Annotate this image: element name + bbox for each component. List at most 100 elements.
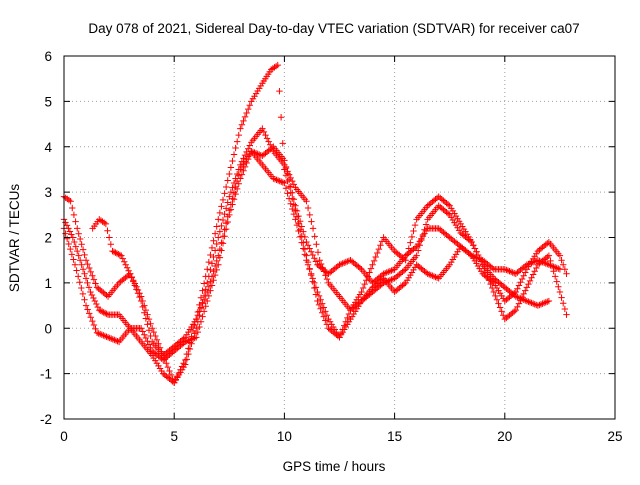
data-point (555, 265, 562, 272)
data-point (296, 233, 304, 241)
data-point (539, 300, 546, 307)
data-point (542, 299, 549, 306)
data-point (419, 231, 427, 239)
data-point (489, 284, 496, 292)
data-point (259, 125, 266, 132)
data-point (63, 235, 71, 242)
data-point (243, 109, 250, 117)
x-tick-label: 20 (497, 429, 512, 444)
data-point (84, 306, 91, 313)
data-point (356, 264, 364, 272)
data-point (550, 263, 557, 270)
data-point (229, 157, 236, 165)
data-point (211, 271, 219, 279)
data-point (238, 121, 246, 128)
data-point (501, 266, 508, 273)
data-point (539, 258, 546, 266)
data-point (287, 200, 294, 207)
data-point (222, 183, 230, 191)
data-point (430, 273, 438, 280)
data-point (544, 298, 551, 305)
data-point (211, 230, 219, 237)
data-point (320, 313, 327, 320)
data-point (278, 178, 285, 185)
data-point (523, 261, 531, 268)
data-point (94, 303, 101, 311)
data-point (547, 262, 554, 269)
data-point (136, 293, 143, 301)
data-point (246, 102, 253, 109)
data-point (216, 228, 224, 235)
data-point (76, 279, 83, 286)
data-point (67, 245, 74, 253)
data-point (199, 313, 206, 320)
data-point (522, 269, 529, 276)
x-tick-label: 5 (170, 429, 178, 444)
data-point (418, 236, 425, 244)
data-point (227, 201, 235, 208)
data-point (298, 223, 305, 230)
data-point (186, 336, 194, 344)
data-point (125, 267, 132, 274)
data-point (101, 309, 109, 317)
data-point (544, 260, 551, 268)
data-point (141, 302, 148, 309)
data-points (60, 61, 570, 386)
data-point (219, 240, 227, 247)
data-point (517, 279, 524, 286)
data-point (548, 262, 556, 270)
data-point (542, 260, 549, 267)
data-point (232, 183, 239, 191)
data-point (528, 299, 535, 307)
data-point (71, 261, 79, 268)
data-point (218, 239, 225, 246)
data-point (185, 345, 192, 352)
data-point (84, 260, 91, 268)
data-point (533, 264, 540, 272)
data-point (476, 255, 483, 262)
data-point (504, 267, 512, 274)
data-point (224, 177, 231, 184)
data-point (317, 296, 324, 303)
data-point (314, 297, 321, 305)
data-point (374, 249, 381, 257)
data-point (495, 300, 502, 307)
data-point (144, 338, 151, 345)
data-point (345, 257, 353, 265)
data-point (193, 315, 200, 323)
data-point (232, 144, 239, 152)
data-point (81, 251, 88, 259)
data-point (383, 278, 390, 285)
data-point (215, 234, 222, 241)
data-point (90, 294, 97, 302)
data-point (386, 277, 394, 284)
data-point (316, 256, 323, 264)
data-point (285, 183, 293, 191)
x-tick-label: 0 (60, 429, 68, 444)
data-point (137, 325, 145, 332)
data-point (79, 266, 87, 273)
data-point (487, 280, 494, 288)
data-point (309, 225, 317, 232)
data-point (292, 202, 299, 209)
x-tick-label: 10 (277, 429, 292, 444)
data-point (205, 258, 213, 266)
data-point (369, 261, 376, 268)
data-point (344, 314, 351, 322)
data-point (116, 251, 124, 259)
data-point (367, 265, 375, 272)
data-point (185, 337, 192, 344)
data-point (411, 221, 419, 229)
data-point (372, 253, 379, 261)
data-point (257, 151, 264, 159)
data-point (171, 379, 178, 386)
data-point (556, 266, 564, 273)
data-point (277, 114, 285, 121)
data-point (87, 268, 94, 276)
y-axis-label: SDTVAR / TECUs (7, 184, 22, 293)
data-point (72, 243, 79, 250)
data-point (163, 360, 170, 367)
x-tick-label: 25 (607, 429, 622, 444)
data-point (341, 259, 348, 266)
data-point (221, 226, 228, 233)
